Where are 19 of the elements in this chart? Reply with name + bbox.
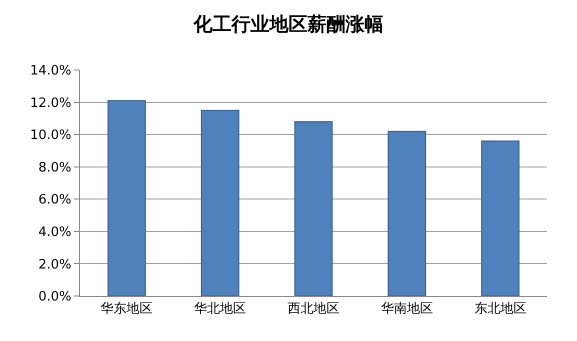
bar xyxy=(294,121,333,296)
y-tick-label: 4.0% xyxy=(38,224,72,240)
y-tick-label: 0.0% xyxy=(38,290,72,305)
chart-title: 化工行业地区薪酬涨幅 xyxy=(192,13,384,36)
x-tick-label: 西北地区 xyxy=(288,302,340,317)
bar xyxy=(200,110,240,296)
x-tick-label: 华东地区 xyxy=(100,302,153,317)
y-tick-label: 12.0% xyxy=(30,96,72,111)
bar xyxy=(481,140,520,296)
y-tick-label: 8.0% xyxy=(38,160,72,176)
y-tick-label: 10.0% xyxy=(30,128,72,144)
bar xyxy=(388,130,426,296)
y-tick-label: 2.0% xyxy=(38,257,72,272)
x-tick-label: 华北地区 xyxy=(194,302,246,317)
bar xyxy=(108,100,146,296)
x-tick-label: 东北地区 xyxy=(474,302,526,317)
x-tick-label: 华南地区 xyxy=(380,302,433,317)
y-tick-label: 6.0% xyxy=(38,192,72,208)
y-tick-label: 14.0% xyxy=(30,64,72,79)
